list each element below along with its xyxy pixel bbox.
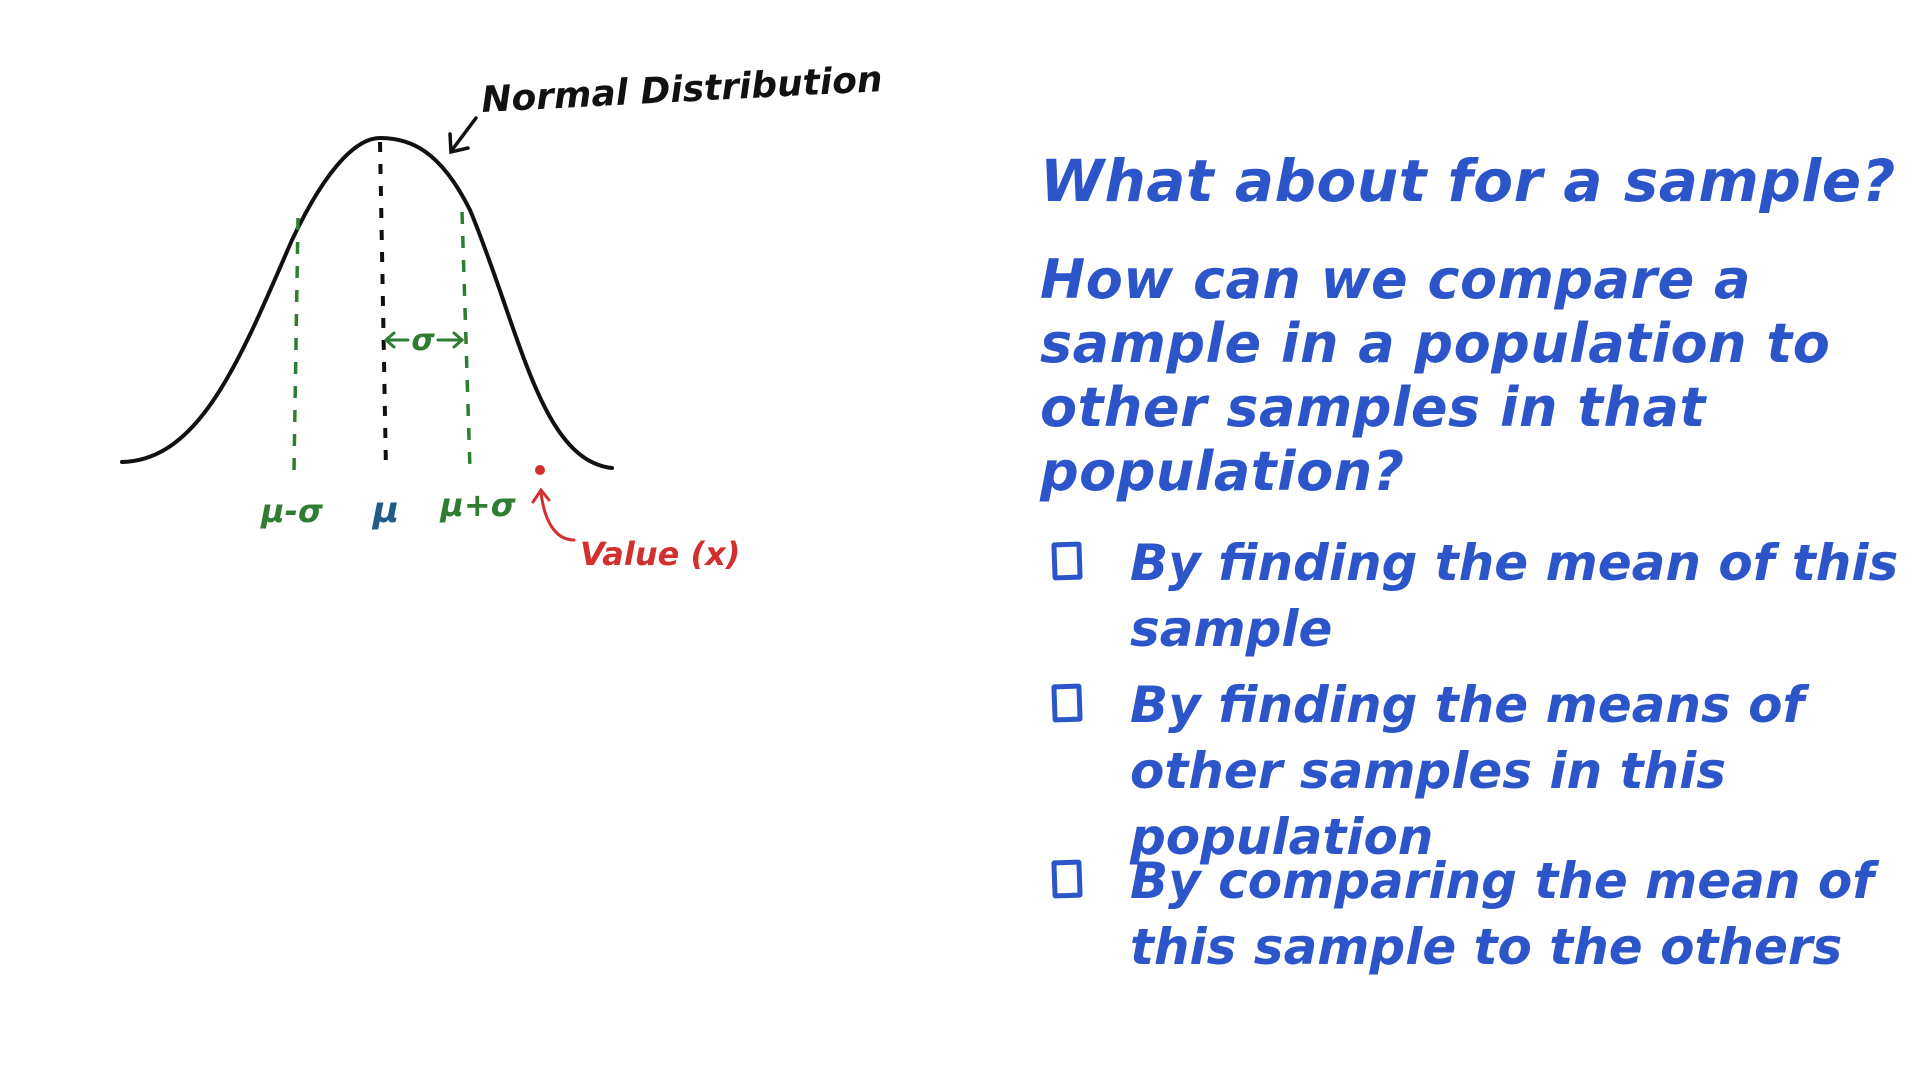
mu-minus-sigma-label: μ-σ [260, 492, 323, 530]
value-label: Value (x) [580, 535, 740, 573]
choice-label: By finding the mean of this sample [1130, 534, 1899, 658]
mean-line [378, 141, 388, 471]
choice-label: By finding the means of other samples in… [1130, 676, 1805, 866]
question-heading: What about for a sample? [1040, 147, 1896, 215]
value-arrow-head [531, 487, 551, 504]
title-arrow [450, 116, 478, 152]
value-arrow [539, 490, 576, 542]
choice-item[interactable]: By comparing the mean of this sample to … [1051, 848, 1912, 980]
choice-item[interactable]: By finding the mean of this sample [1051, 530, 1912, 662]
checkbox-icon[interactable] [1051, 859, 1083, 899]
title-arrow-head [448, 132, 470, 155]
choice-label: By comparing the mean of this sample to … [1130, 852, 1874, 976]
value-point [535, 465, 545, 475]
mu-plus-sigma-label: μ+σ [439, 486, 515, 524]
bell-curve [120, 135, 614, 470]
mu-minus-sigma-line [292, 217, 300, 471]
choice-item[interactable]: By finding the means of other samples in… [1051, 672, 1912, 870]
checkbox-icon[interactable] [1051, 683, 1083, 723]
mu-label: μ [372, 490, 400, 531]
sigma-arrow [383, 331, 465, 349]
checkbox-icon[interactable] [1051, 541, 1083, 581]
diagram-title: Normal Distribution [480, 59, 883, 121]
mu-plus-sigma-line [460, 211, 472, 471]
question-prompt: How can we compare a sample in a populat… [1040, 248, 1831, 503]
sigma-label: σ [411, 323, 435, 358]
